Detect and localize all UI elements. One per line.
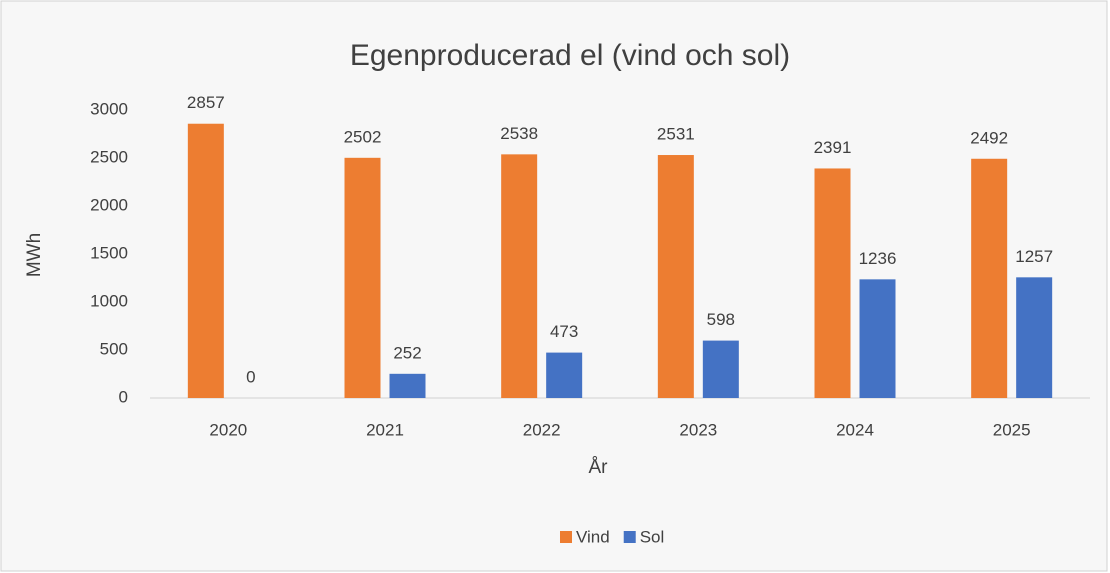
data-label: 0 bbox=[246, 367, 255, 386]
y-tick-label: 2500 bbox=[90, 147, 128, 166]
x-tick-label: 2023 bbox=[679, 420, 717, 439]
x-tick-label: 2021 bbox=[366, 420, 404, 439]
data-label: 2538 bbox=[500, 124, 538, 143]
data-label: 2531 bbox=[657, 125, 695, 144]
chart-title: Egenproducerad el (vind och sol) bbox=[350, 39, 790, 72]
bar bbox=[344, 157, 381, 398]
y-tick-label: 1000 bbox=[90, 291, 128, 310]
bar bbox=[546, 352, 583, 398]
legend-swatch bbox=[623, 531, 636, 543]
data-label: 473 bbox=[550, 322, 578, 341]
legend-label: Sol bbox=[640, 527, 665, 546]
data-label: 2857 bbox=[187, 93, 225, 112]
data-label: 2502 bbox=[344, 127, 382, 146]
bar bbox=[702, 340, 739, 398]
y-axis-label: MWh bbox=[24, 233, 45, 277]
bar bbox=[971, 158, 1008, 398]
data-label: 2492 bbox=[970, 128, 1008, 147]
x-tick-label: 2022 bbox=[523, 420, 561, 439]
legend-swatch bbox=[560, 531, 572, 543]
bar bbox=[814, 168, 851, 398]
x-tick-label: 2025 bbox=[993, 420, 1031, 439]
y-tick-label: 500 bbox=[100, 339, 128, 358]
bar bbox=[1016, 277, 1053, 398]
data-label: 598 bbox=[707, 310, 735, 329]
x-axis-label: År bbox=[589, 457, 609, 478]
y-tick-label: 2000 bbox=[90, 195, 128, 214]
data-label: 1257 bbox=[1015, 247, 1053, 266]
bar bbox=[859, 279, 896, 398]
data-label: 1236 bbox=[859, 249, 897, 268]
bar bbox=[389, 373, 426, 398]
bar bbox=[187, 123, 224, 398]
bar bbox=[657, 155, 694, 398]
legend-label: Vind bbox=[576, 527, 610, 546]
y-tick-label: 1500 bbox=[90, 243, 128, 262]
data-label: 2391 bbox=[814, 138, 852, 157]
y-tick-label: 3000 bbox=[90, 99, 128, 118]
x-tick-label: 2024 bbox=[836, 420, 874, 439]
data-label: 252 bbox=[393, 343, 421, 362]
bar bbox=[501, 154, 538, 398]
x-tick-label: 2020 bbox=[209, 420, 247, 439]
y-tick-label: 0 bbox=[119, 387, 128, 406]
